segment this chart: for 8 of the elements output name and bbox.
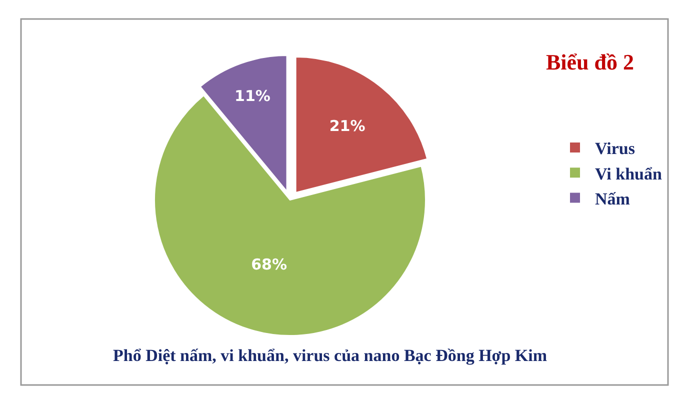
data-label: 11% (234, 86, 270, 105)
data-label: 68% (251, 255, 288, 274)
data-label: 21% (329, 117, 366, 136)
legend-label: Virus (595, 139, 636, 158)
text: Phổ Diệt nấm, vi khuẩn, virus của nano Bạc Đồng Hợp Kim (113, 346, 548, 365)
legend-label: Nấm (595, 189, 630, 208)
chart-title: Biểu đồ 2 (546, 50, 634, 75)
legend-label: Vi khuẩn (595, 164, 662, 184)
